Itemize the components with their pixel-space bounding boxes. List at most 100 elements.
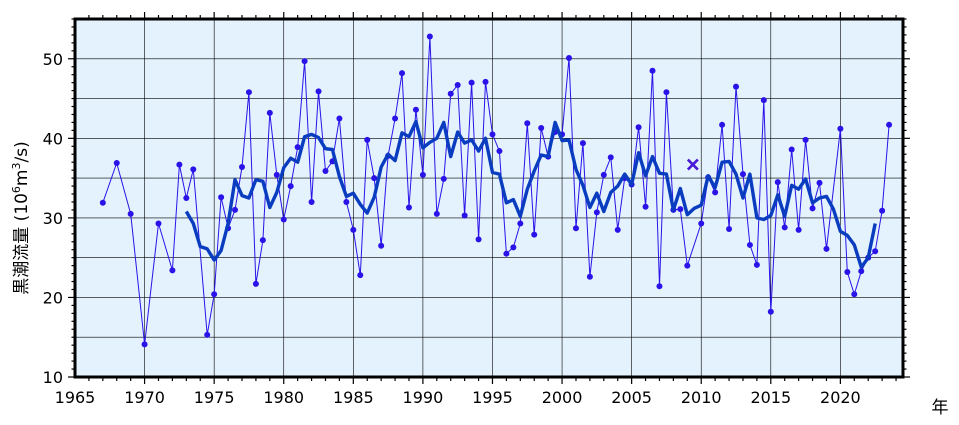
data-point — [726, 226, 733, 233]
y-tick-label: 50 — [43, 50, 63, 69]
series-smooth — [184, 119, 877, 269]
data-point — [600, 171, 607, 178]
x-tick-label: 1970 — [124, 388, 165, 407]
data-point — [336, 115, 343, 122]
data-point — [350, 226, 357, 233]
data-point — [245, 89, 252, 96]
data-point — [572, 225, 579, 232]
data-point — [252, 280, 259, 287]
data-point — [461, 212, 468, 219]
data-point — [614, 226, 621, 233]
data-point — [287, 183, 294, 190]
data-point — [343, 198, 350, 205]
data-point — [301, 58, 308, 65]
data-point — [475, 236, 482, 243]
data-point — [566, 54, 573, 61]
data-point — [468, 79, 475, 86]
data-point — [190, 166, 197, 173]
data-point — [746, 241, 753, 248]
data-point — [183, 195, 190, 201]
y-tick-label: 40 — [43, 129, 63, 148]
data-point — [155, 220, 162, 227]
data-point — [795, 226, 802, 233]
data-point — [433, 210, 440, 217]
series-raw-line — [102, 36, 890, 345]
data-point — [781, 224, 788, 231]
x-tick-label: 1985 — [333, 388, 374, 407]
data-point — [872, 248, 879, 255]
data-point — [739, 171, 746, 178]
y-axis-label: 黒潮流量 (106m3/s) — [10, 141, 32, 294]
plot-border — [73, 17, 905, 379]
x-axis-ticks: 1965 1970 1975 1980 1985 1990 1995 2000 2005 2010… — [55, 12, 897, 407]
data-point — [489, 131, 496, 138]
data-point — [357, 272, 364, 279]
data-point — [378, 242, 385, 249]
data-point — [802, 136, 809, 143]
data-point — [503, 250, 510, 257]
data-point — [767, 308, 774, 315]
data-point — [886, 121, 893, 128]
data-point — [204, 331, 211, 338]
data-point — [232, 206, 239, 213]
y-axis-label-sup1: 6 — [10, 186, 23, 193]
data-point — [642, 203, 649, 210]
data-point — [510, 244, 517, 251]
data-point — [712, 189, 719, 196]
data-point — [426, 33, 433, 40]
x-tick-label: 2000 — [542, 388, 583, 407]
y-axis-label-mid: m — [12, 169, 32, 186]
data-point — [635, 124, 642, 131]
data-point — [809, 205, 816, 212]
data-point — [579, 140, 586, 147]
plot-background — [75, 19, 903, 377]
y-axis-label-sup2: 3 — [10, 162, 23, 169]
y-tick-label: 30 — [43, 209, 63, 228]
data-point — [774, 179, 781, 186]
data-point — [788, 146, 795, 153]
data-point — [322, 167, 329, 174]
y-axis-label-prefix: 黒潮流量 (10 — [12, 193, 32, 295]
plot-frame — [73, 17, 905, 379]
data-point — [308, 198, 315, 205]
data-point — [677, 206, 684, 213]
data-point — [719, 121, 726, 128]
x-tick-label: 2005 — [611, 388, 652, 407]
data-point — [656, 283, 663, 290]
data-point — [141, 341, 148, 348]
data-point — [663, 89, 670, 96]
y-axis-ticks: 10 20 30 40 50 — [43, 18, 910, 387]
y-axis-label-suffix: /s) — [12, 141, 32, 162]
data-point — [858, 268, 865, 275]
data-point — [496, 148, 503, 155]
data-point — [392, 115, 399, 122]
data-point — [371, 175, 378, 182]
data-point — [531, 231, 538, 238]
data-point — [684, 262, 691, 269]
data-point — [113, 159, 120, 166]
data-point — [218, 194, 225, 201]
data-point — [816, 179, 823, 186]
y-tick-label: 20 — [43, 288, 63, 307]
data-point — [753, 261, 760, 268]
data-point — [280, 216, 287, 223]
data-point — [176, 161, 183, 168]
data-point — [169, 267, 176, 274]
data-point — [266, 109, 273, 116]
data-point — [399, 70, 406, 77]
series-smooth-line — [184, 119, 877, 269]
data-point — [607, 154, 614, 161]
data-point — [273, 171, 280, 178]
data-point — [211, 291, 218, 298]
data-point — [733, 83, 740, 90]
data-point — [127, 210, 134, 217]
data-point — [517, 220, 524, 227]
data-point — [315, 88, 322, 95]
data-point — [823, 245, 830, 252]
data-point — [419, 171, 426, 178]
data-point — [440, 175, 447, 182]
data-point — [879, 207, 886, 214]
data-point — [482, 78, 489, 85]
x-tick-label: 1980 — [263, 388, 304, 407]
